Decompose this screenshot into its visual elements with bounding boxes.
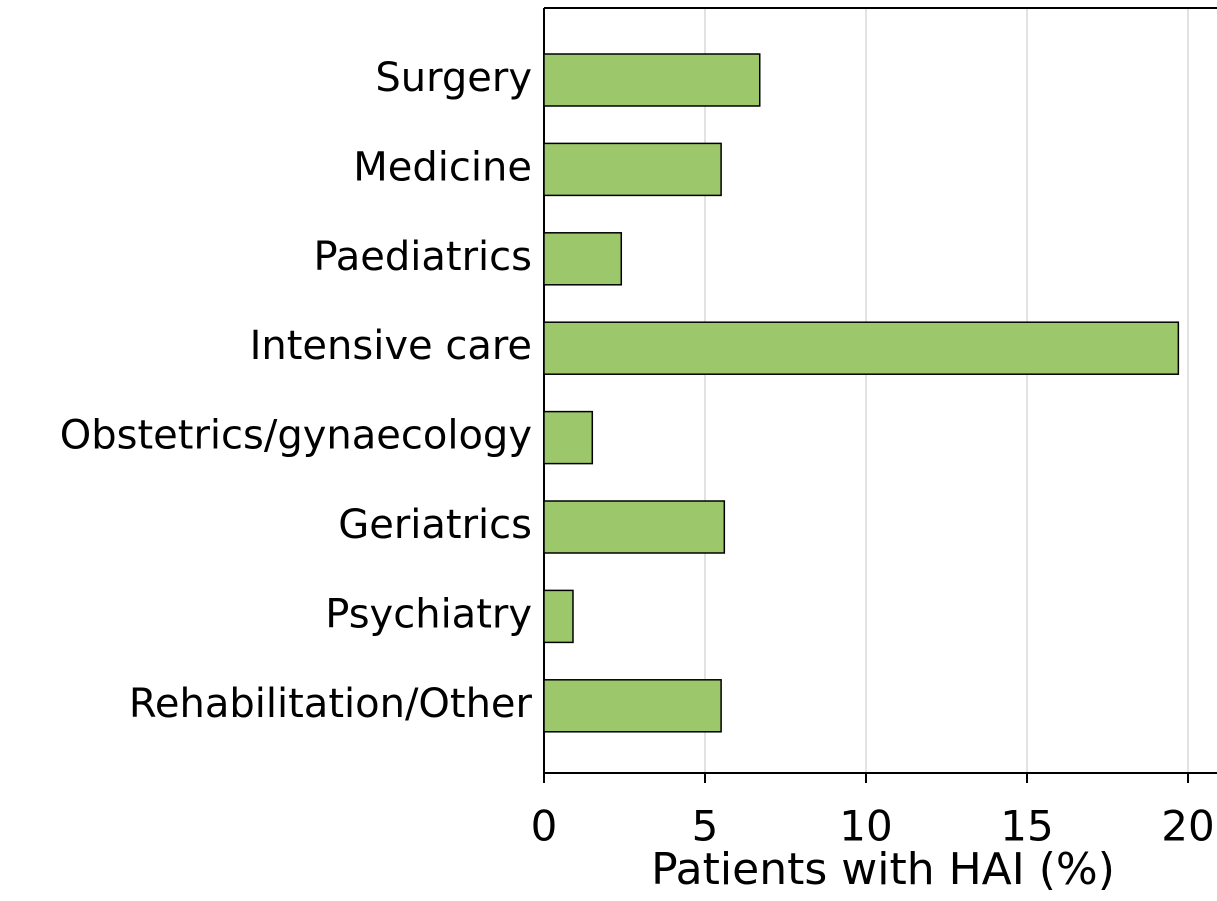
bar [543, 589, 574, 644]
x-tick-label: 15 [1000, 802, 1053, 851]
bar [543, 142, 722, 197]
y-tick-label: Obstetrics/gynaecology [60, 413, 532, 459]
y-tick-label: Surgery [375, 55, 532, 101]
y-tick-label: Psychiatry [325, 591, 532, 637]
bar [543, 53, 761, 107]
y-tick-label: Geriatrics [338, 502, 532, 548]
x-tick-label: 20 [1161, 802, 1214, 851]
x-tick-label: 5 [692, 802, 719, 851]
x-axis-title: Patients with HAI (%) [651, 844, 1115, 895]
y-tick-label: Intensive care [250, 323, 532, 369]
bar [543, 321, 1180, 375]
bar [543, 500, 726, 554]
bar [543, 410, 594, 465]
x-tick-label: 10 [839, 802, 892, 851]
y-tick-label: Rehabilitation/Other [129, 681, 533, 727]
bar [543, 679, 722, 733]
y-tick-label: Medicine [353, 144, 532, 190]
bar [543, 232, 623, 286]
x-tick-label: 0 [531, 802, 558, 851]
y-tick-label: Paediatrics [313, 234, 532, 280]
